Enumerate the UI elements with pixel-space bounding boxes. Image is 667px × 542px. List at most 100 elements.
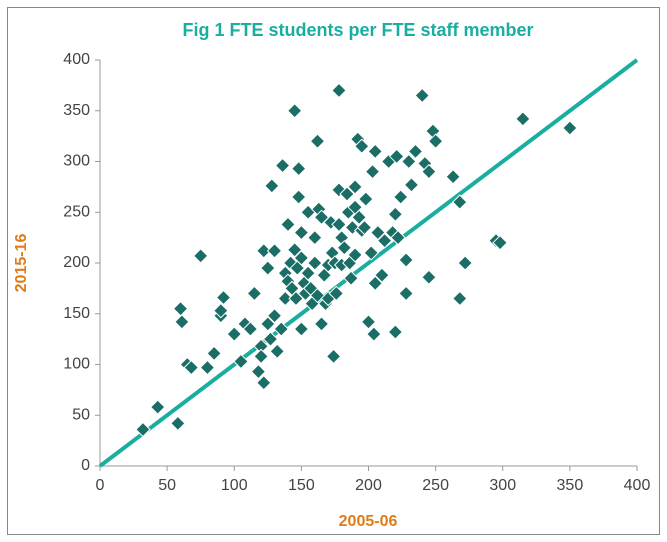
point [351,209,367,226]
x-tick-label: 150 [288,477,315,494]
point [293,224,310,241]
point [269,343,285,360]
y-tick-label: 350 [63,102,90,119]
point [367,143,383,160]
point [170,415,186,432]
x-tick-label: 200 [355,477,382,494]
y-tick-label: 50 [72,406,90,423]
point [427,133,444,149]
y-tick-label: 150 [63,305,90,322]
point [262,331,279,347]
point [515,111,531,127]
chart-border [7,7,660,535]
x-tick-label: 100 [221,477,248,494]
x-tick-label: 0 [96,477,105,494]
point [398,285,414,302]
point [266,243,283,259]
point [199,359,216,376]
point [356,219,373,236]
point [192,248,209,264]
point [215,289,232,306]
point [328,285,344,302]
x-tick-label: 50 [158,477,176,494]
point [331,216,347,233]
point [289,260,306,276]
y-tick-label: 400 [63,51,90,68]
point [387,206,404,222]
y-axis-title: 2015-16 [13,234,30,293]
point [366,326,382,342]
point [367,275,383,292]
point [388,148,405,165]
point [206,345,222,362]
point [260,316,276,332]
point [325,348,342,365]
point [414,87,430,104]
point [242,321,259,337]
point [401,153,417,170]
point [331,82,347,99]
point [387,324,404,340]
point [364,163,381,180]
point [256,243,272,259]
point [370,224,386,241]
point [562,120,578,136]
point [376,232,393,249]
point [403,177,420,193]
point [256,375,272,391]
point [393,189,409,205]
reference-line [98,58,639,468]
x-tick-label: 250 [422,477,449,494]
point [347,247,363,263]
point [274,157,291,174]
point [286,103,303,119]
point [290,189,307,205]
point [293,321,310,337]
point [246,285,263,302]
point [183,359,199,376]
point [374,267,390,283]
point [358,191,374,207]
y-tick-label: 200 [63,254,90,271]
point [300,265,316,281]
point [452,290,468,307]
point [213,302,229,319]
point [313,316,330,332]
point [445,169,461,185]
point [457,255,473,271]
point [273,321,289,337]
point [266,308,283,324]
point [150,399,166,415]
chart-title: Fig 1 FTE students per FTE staff member [182,20,533,40]
x-tick-label: 300 [489,477,516,494]
point [307,229,323,246]
point [398,252,414,268]
y-tick-label: 250 [63,203,90,220]
point [233,353,249,370]
point [421,163,437,180]
point [253,348,269,365]
point [343,270,359,286]
point [290,160,307,177]
x-tick-label: 350 [557,477,584,494]
y-tick-label: 300 [63,153,90,170]
point [250,363,267,380]
point [286,242,303,258]
point [492,234,508,251]
point [390,229,406,246]
point [260,260,276,276]
point [313,209,330,226]
point [363,245,379,261]
point [293,250,310,266]
point [360,314,377,330]
point [421,269,437,285]
x-tick-label: 400 [624,477,651,494]
point [174,314,190,330]
point [264,178,280,194]
point [347,179,363,195]
y-tick-label: 0 [81,457,90,474]
point [280,216,296,233]
point [307,255,323,271]
point [309,133,326,149]
